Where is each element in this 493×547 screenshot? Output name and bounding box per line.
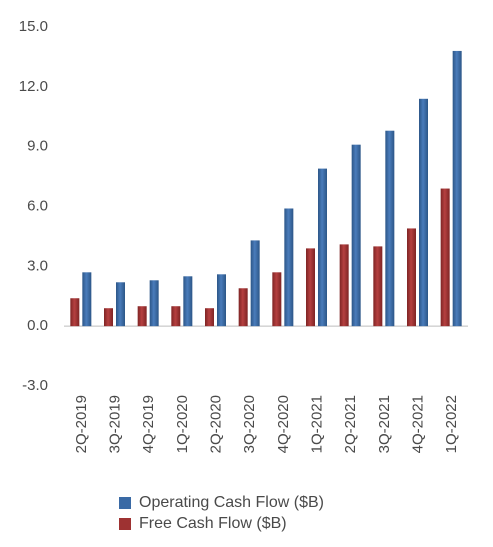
- operating-cash-flow-bar: [385, 130, 395, 327]
- x-axis: 2Q-2019 3Q-2019 4Q-2019 1Q-2020 2Q-2020 3Q-20…: [73, 395, 460, 453]
- y-tick-label: 6.0: [27, 197, 48, 214]
- x-tick-label: 3Q-2019: [107, 395, 124, 453]
- free-cash-flow-bar: [407, 228, 416, 327]
- free-cash-flow-bar: [238, 288, 248, 327]
- free-cash-flow-bar: [373, 246, 383, 327]
- y-tick-label: -3.0: [22, 377, 48, 394]
- x-tick-label: 2Q-2021: [342, 395, 359, 453]
- free-cash-flow-bar: [205, 308, 214, 327]
- operating-cash-flow-bar: [149, 280, 159, 327]
- operating-cash-flow-bar: [318, 168, 327, 327]
- operating-cash-flow-bar: [217, 274, 226, 327]
- free-cash-flow-bar: [272, 272, 282, 327]
- x-tick-label: 3Q-2021: [376, 395, 393, 453]
- operating-cash-flow-bar: [250, 240, 260, 327]
- y-axis: 15.0 12.0 9.0 6.0 3.0 0.0 -3.0: [19, 18, 48, 394]
- free-cash-flow-bar: [104, 308, 113, 327]
- x-tick-label: 1Q-2020: [174, 395, 191, 453]
- operating-cash-flow-bar: [351, 144, 361, 327]
- free-cash-flow-bar: [70, 298, 80, 327]
- free-cash-flow-bar: [440, 188, 450, 327]
- legend-label: Operating Cash Flow ($B): [139, 494, 324, 511]
- operating-cash-flow-bar: [284, 208, 294, 327]
- operating-cash-flow-bar: [183, 276, 193, 327]
- x-tick-label: 2Q-2019: [73, 395, 90, 453]
- legend-label: Free Cash Flow ($B): [139, 515, 287, 532]
- x-tick-label: 1Q-2021: [309, 395, 326, 453]
- y-tick-label: 15.0: [19, 18, 48, 35]
- operating-cash-flow-bar: [116, 282, 125, 327]
- y-tick-label: 3.0: [27, 257, 48, 274]
- y-tick-label: 9.0: [27, 138, 48, 155]
- bars-group: [70, 50, 462, 327]
- y-tick-label: 12.0: [19, 78, 48, 95]
- free-cash-flow-bar: [339, 244, 349, 327]
- y-tick-label: 0.0: [27, 317, 48, 334]
- operating-cash-flow-bar: [419, 98, 428, 327]
- x-tick-label: 4Q-2020: [275, 395, 292, 453]
- legend-swatch: [119, 518, 131, 530]
- operating-cash-flow-bar: [452, 50, 462, 327]
- free-cash-flow-bar: [137, 306, 147, 327]
- x-tick-label: 3Q-2020: [241, 395, 258, 453]
- x-tick-label: 2Q-2020: [208, 395, 225, 453]
- x-tick-label: 4Q-2021: [410, 395, 427, 453]
- x-tick-label: 1Q-2022: [443, 395, 460, 453]
- free-cash-flow-bar: [171, 306, 181, 327]
- legend-swatch: [119, 497, 131, 509]
- legend: Operating Cash Flow ($B) Free Cash Flow (…: [119, 494, 324, 532]
- x-tick-label: 4Q-2019: [140, 395, 157, 453]
- operating-cash-flow-bar: [82, 272, 92, 327]
- free-cash-flow-bar: [306, 248, 315, 327]
